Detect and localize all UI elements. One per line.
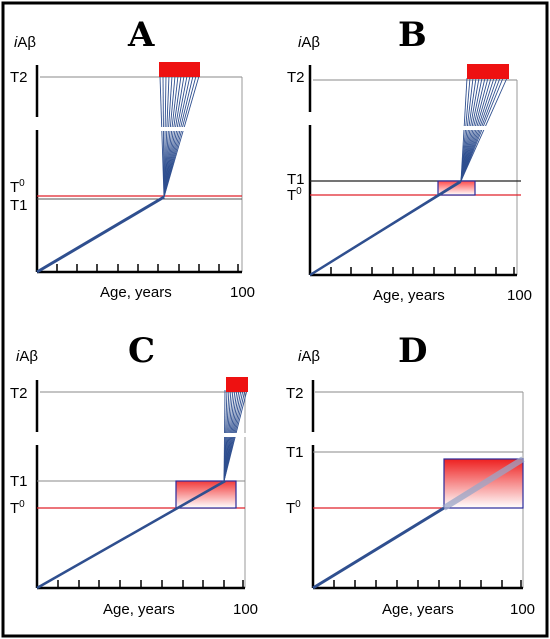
panel-b-axis-break <box>305 112 315 125</box>
panel-d-axis-break <box>308 432 318 445</box>
panel-d: D iAβ T2 T1 T0 Age, years 100 <box>286 331 535 618</box>
panel-b-y-label: iAβ <box>298 34 320 51</box>
panel-c-red-block <box>226 377 248 392</box>
panel-c-t1-label: T1 <box>10 473 28 490</box>
panel-c-x-max: 100 <box>233 601 258 618</box>
panel-c-axis-break <box>32 432 42 445</box>
panel-b-window-box <box>437 180 476 196</box>
panel-d-letter: D <box>398 331 427 371</box>
panel-a-axis-break <box>32 117 42 130</box>
panel-b-x-label: Age, years <box>373 287 445 304</box>
panel-a-y-label: iAβ <box>14 34 36 51</box>
panel-c-accumulation-line <box>36 479 226 590</box>
panel-d-x-label: Age, years <box>382 601 454 618</box>
panel-a-fan <box>159 75 200 198</box>
panel-c: C iAβ T2 T1 T0 Age, years 100 <box>10 331 258 618</box>
panel-a-x-max: 100 <box>230 284 255 301</box>
panel-b-letter: B <box>398 15 427 55</box>
panel-d-t2-label: T2 <box>286 385 304 402</box>
panel-a-red-block <box>159 62 200 77</box>
panel-d-t1-label: T1 <box>286 444 304 461</box>
panel-c-x-label: Age, years <box>103 601 175 618</box>
panel-b-x-max: 100 <box>507 287 532 304</box>
panel-b-t1-label: T1 <box>287 171 305 188</box>
panel-a-fan-break <box>155 127 205 131</box>
panel-c-fan-break <box>222 433 252 437</box>
panel-b: B iAβ T2 T1 T0 Age, years 100 <box>287 15 532 304</box>
panel-b-fan-break <box>460 126 512 130</box>
panel-a-x-label: Age, years <box>100 284 172 301</box>
panel-d-t0-label: T0 <box>286 499 301 517</box>
panel-b-ticks <box>330 267 515 275</box>
panel-a: A iAβ T2 T0 T1 Age, years 100 <box>10 15 255 301</box>
panel-c-y-label: iAβ <box>16 348 38 365</box>
panel-c-t2-label: T2 <box>10 385 28 402</box>
panel-a-letter: A <box>127 15 155 55</box>
panel-a-accumulation-line <box>36 195 165 274</box>
panel-a-ticks <box>56 264 239 272</box>
panel-b-t0-label: T0 <box>287 186 302 204</box>
panel-d-accumulation-line-faded <box>442 456 525 511</box>
panel-d-accumulation-line <box>312 506 445 590</box>
panel-d-y-label: iAβ <box>298 348 320 365</box>
panel-a-t0-label: T0 <box>10 178 25 196</box>
panel-d-ticks <box>333 580 522 588</box>
panel-a-t1-label: T1 <box>10 197 28 214</box>
panel-c-ticks <box>57 580 244 588</box>
panel-c-letter: C <box>128 331 155 371</box>
panel-c-t0-label: T0 <box>10 499 25 517</box>
panel-d-x-max: 100 <box>510 601 535 618</box>
panel-b-accumulation-line <box>309 179 462 277</box>
panel-b-red-block <box>467 64 509 79</box>
panel-a-t2-label: T2 <box>10 69 28 86</box>
panel-b-t2-label: T2 <box>287 69 305 86</box>
